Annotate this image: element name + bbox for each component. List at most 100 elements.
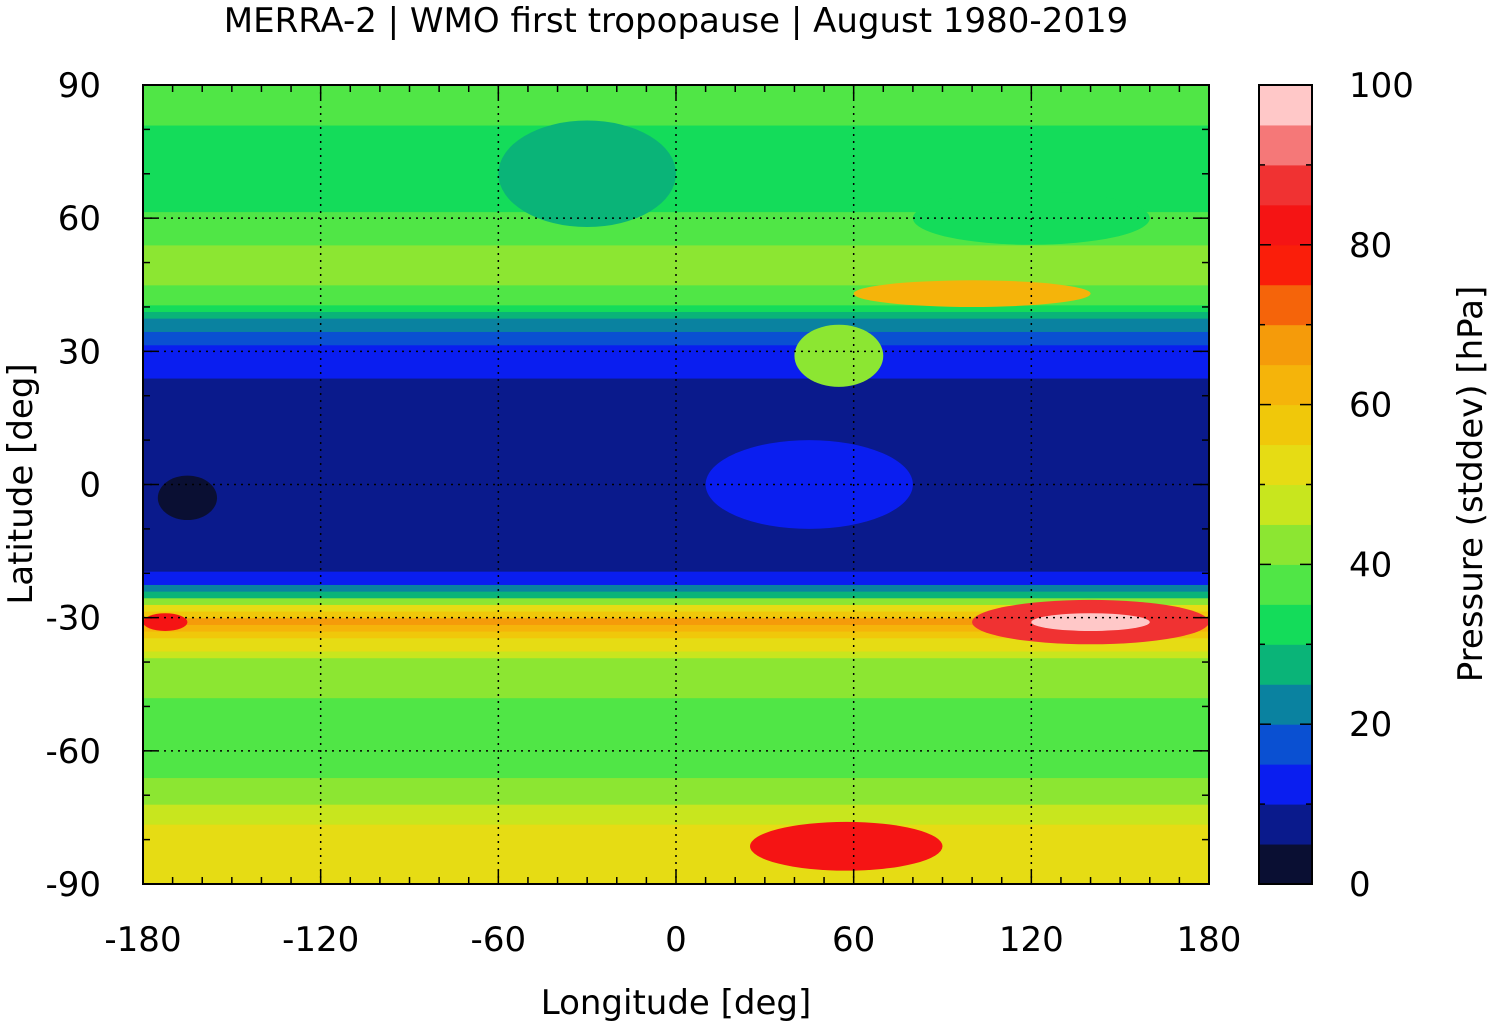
heatmap-region: [143, 613, 188, 631]
x-tick-label: -180: [104, 920, 181, 960]
x-axis-label: Longitude [deg]: [541, 983, 812, 1023]
heatmap-band: [143, 371, 1209, 379]
x-axis: -180 -120 -60 0 60 120 180: [104, 85, 1241, 960]
heatmap-region: [157, 475, 218, 521]
heatmap-band: [143, 238, 1209, 246]
x-tick-label: -60: [471, 920, 527, 960]
grid-lines: [143, 85, 1209, 884]
heatmap-band: [143, 298, 1209, 306]
heatmap-band: [143, 338, 1209, 346]
heatmap-band: [143, 790, 1209, 799]
heatmap-band: [143, 211, 1209, 219]
heatmap-band: [143, 504, 1209, 512]
colorbar-swatch: [1259, 124, 1312, 166]
colorbar: [1259, 85, 1312, 885]
y-axis-label: Latitude [deg]: [1, 363, 41, 604]
colorbar-swatch: [1259, 164, 1312, 206]
heatmap-band: [143, 344, 1209, 352]
heatmap-band: [143, 777, 1209, 785]
heatmap-band: [143, 111, 1209, 119]
heatmap-band: [143, 357, 1209, 366]
heatmap-band: [143, 710, 1209, 719]
heatmap-band: [143, 437, 1209, 446]
y-tick-label: -90: [45, 865, 101, 905]
heatmap-band: [143, 724, 1209, 732]
heatmap-band: [143, 231, 1209, 239]
y-tick-label: 30: [58, 332, 101, 372]
heatmap-band: [143, 604, 1209, 612]
heatmap-band: [143, 524, 1209, 532]
heatmap-band: [143, 164, 1209, 173]
heatmap-band: [143, 431, 1209, 439]
heatmap-band: [143, 497, 1209, 506]
heatmap-band: [143, 324, 1209, 332]
y-tick-label: -30: [45, 599, 101, 639]
x-tick-label: 0: [665, 920, 687, 960]
heatmap-band: [143, 737, 1209, 745]
colorbar-swatch: [1259, 284, 1312, 326]
heatmap-band: [143, 784, 1209, 792]
heatmap-band: [143, 377, 1209, 386]
colorbar-swatch: [1259, 564, 1312, 605]
heatmap-band: [143, 444, 1209, 452]
heatmap-band: [143, 184, 1209, 193]
colorbar-swatch: [1259, 364, 1312, 406]
heatmap-band: [143, 511, 1209, 519]
heatmap-band: [143, 171, 1209, 179]
colorbar-swatch: [1259, 724, 1312, 765]
y-axis: -90 -60 -30 0 30 60 90: [45, 66, 1209, 905]
heatmap-band: [143, 850, 1209, 858]
heatmap-band: [143, 797, 1209, 805]
heatmap-band: [143, 517, 1209, 526]
heatmap-band: [143, 491, 1209, 499]
heatmap-band: [143, 857, 1209, 865]
heatmap-band: [143, 624, 1209, 632]
colorbar-swatch: [1259, 844, 1312, 885]
colorbar-swatch: [1259, 484, 1312, 525]
colorbar-swatch: [1259, 404, 1312, 446]
x-tick-label: 120: [999, 920, 1064, 960]
heatmap-band: [143, 244, 1209, 253]
heatmap-region: [750, 821, 943, 871]
heatmap-band: [143, 611, 1209, 619]
heatmap-band: [143, 571, 1209, 579]
colorbar-swatch: [1259, 524, 1312, 565]
heatmap-band: [143, 584, 1209, 592]
heatmap-band: [143, 591, 1209, 599]
colorbar-axis: 0 20 40 60 80 100: [1259, 66, 1414, 905]
colorbar-tick-label: 0: [1349, 865, 1371, 905]
heatmap-band: [143, 617, 1209, 625]
y-tick-label: 90: [58, 66, 101, 106]
heatmap-band: [143, 98, 1209, 106]
heatmap-band: [143, 457, 1209, 466]
colorbar-label: Pressure (stddev) [hPa]: [1451, 286, 1491, 682]
heatmap-band: [143, 764, 1209, 772]
colorbar-swatch: [1259, 644, 1312, 685]
heatmap-band: [143, 384, 1209, 392]
heatmap-band: [143, 644, 1209, 652]
colorbar-swatch: [1259, 244, 1312, 286]
heatmap-band: [143, 657, 1209, 665]
heatmap-region: [794, 324, 884, 387]
heatmap-band: [143, 650, 1209, 659]
heatmap-band: [143, 864, 1209, 872]
heatmap-band: [143, 318, 1209, 326]
heatmap-band: [143, 730, 1209, 739]
colorbar-swatch: [1259, 604, 1312, 645]
colorbar-tick-label: 80: [1349, 226, 1392, 266]
heatmap-band: [143, 311, 1209, 319]
heatmap-band: [143, 484, 1209, 492]
heatmap-band: [143, 224, 1209, 233]
heatmap-band: [143, 204, 1209, 213]
heatmap-region: [1031, 613, 1150, 631]
colorbar-swatch: [1259, 804, 1312, 845]
heatmap-band: [143, 198, 1209, 206]
y-tick-label: 0: [79, 466, 101, 506]
heatmap-band: [143, 704, 1209, 712]
heatmap-band: [143, 597, 1209, 605]
heatmap-band: [143, 351, 1209, 359]
x-tick-label: -120: [282, 920, 359, 960]
colorbar-tick-label: 40: [1349, 545, 1392, 585]
colorbar-tick-label: 100: [1349, 66, 1414, 106]
heatmap-band: [143, 630, 1209, 639]
